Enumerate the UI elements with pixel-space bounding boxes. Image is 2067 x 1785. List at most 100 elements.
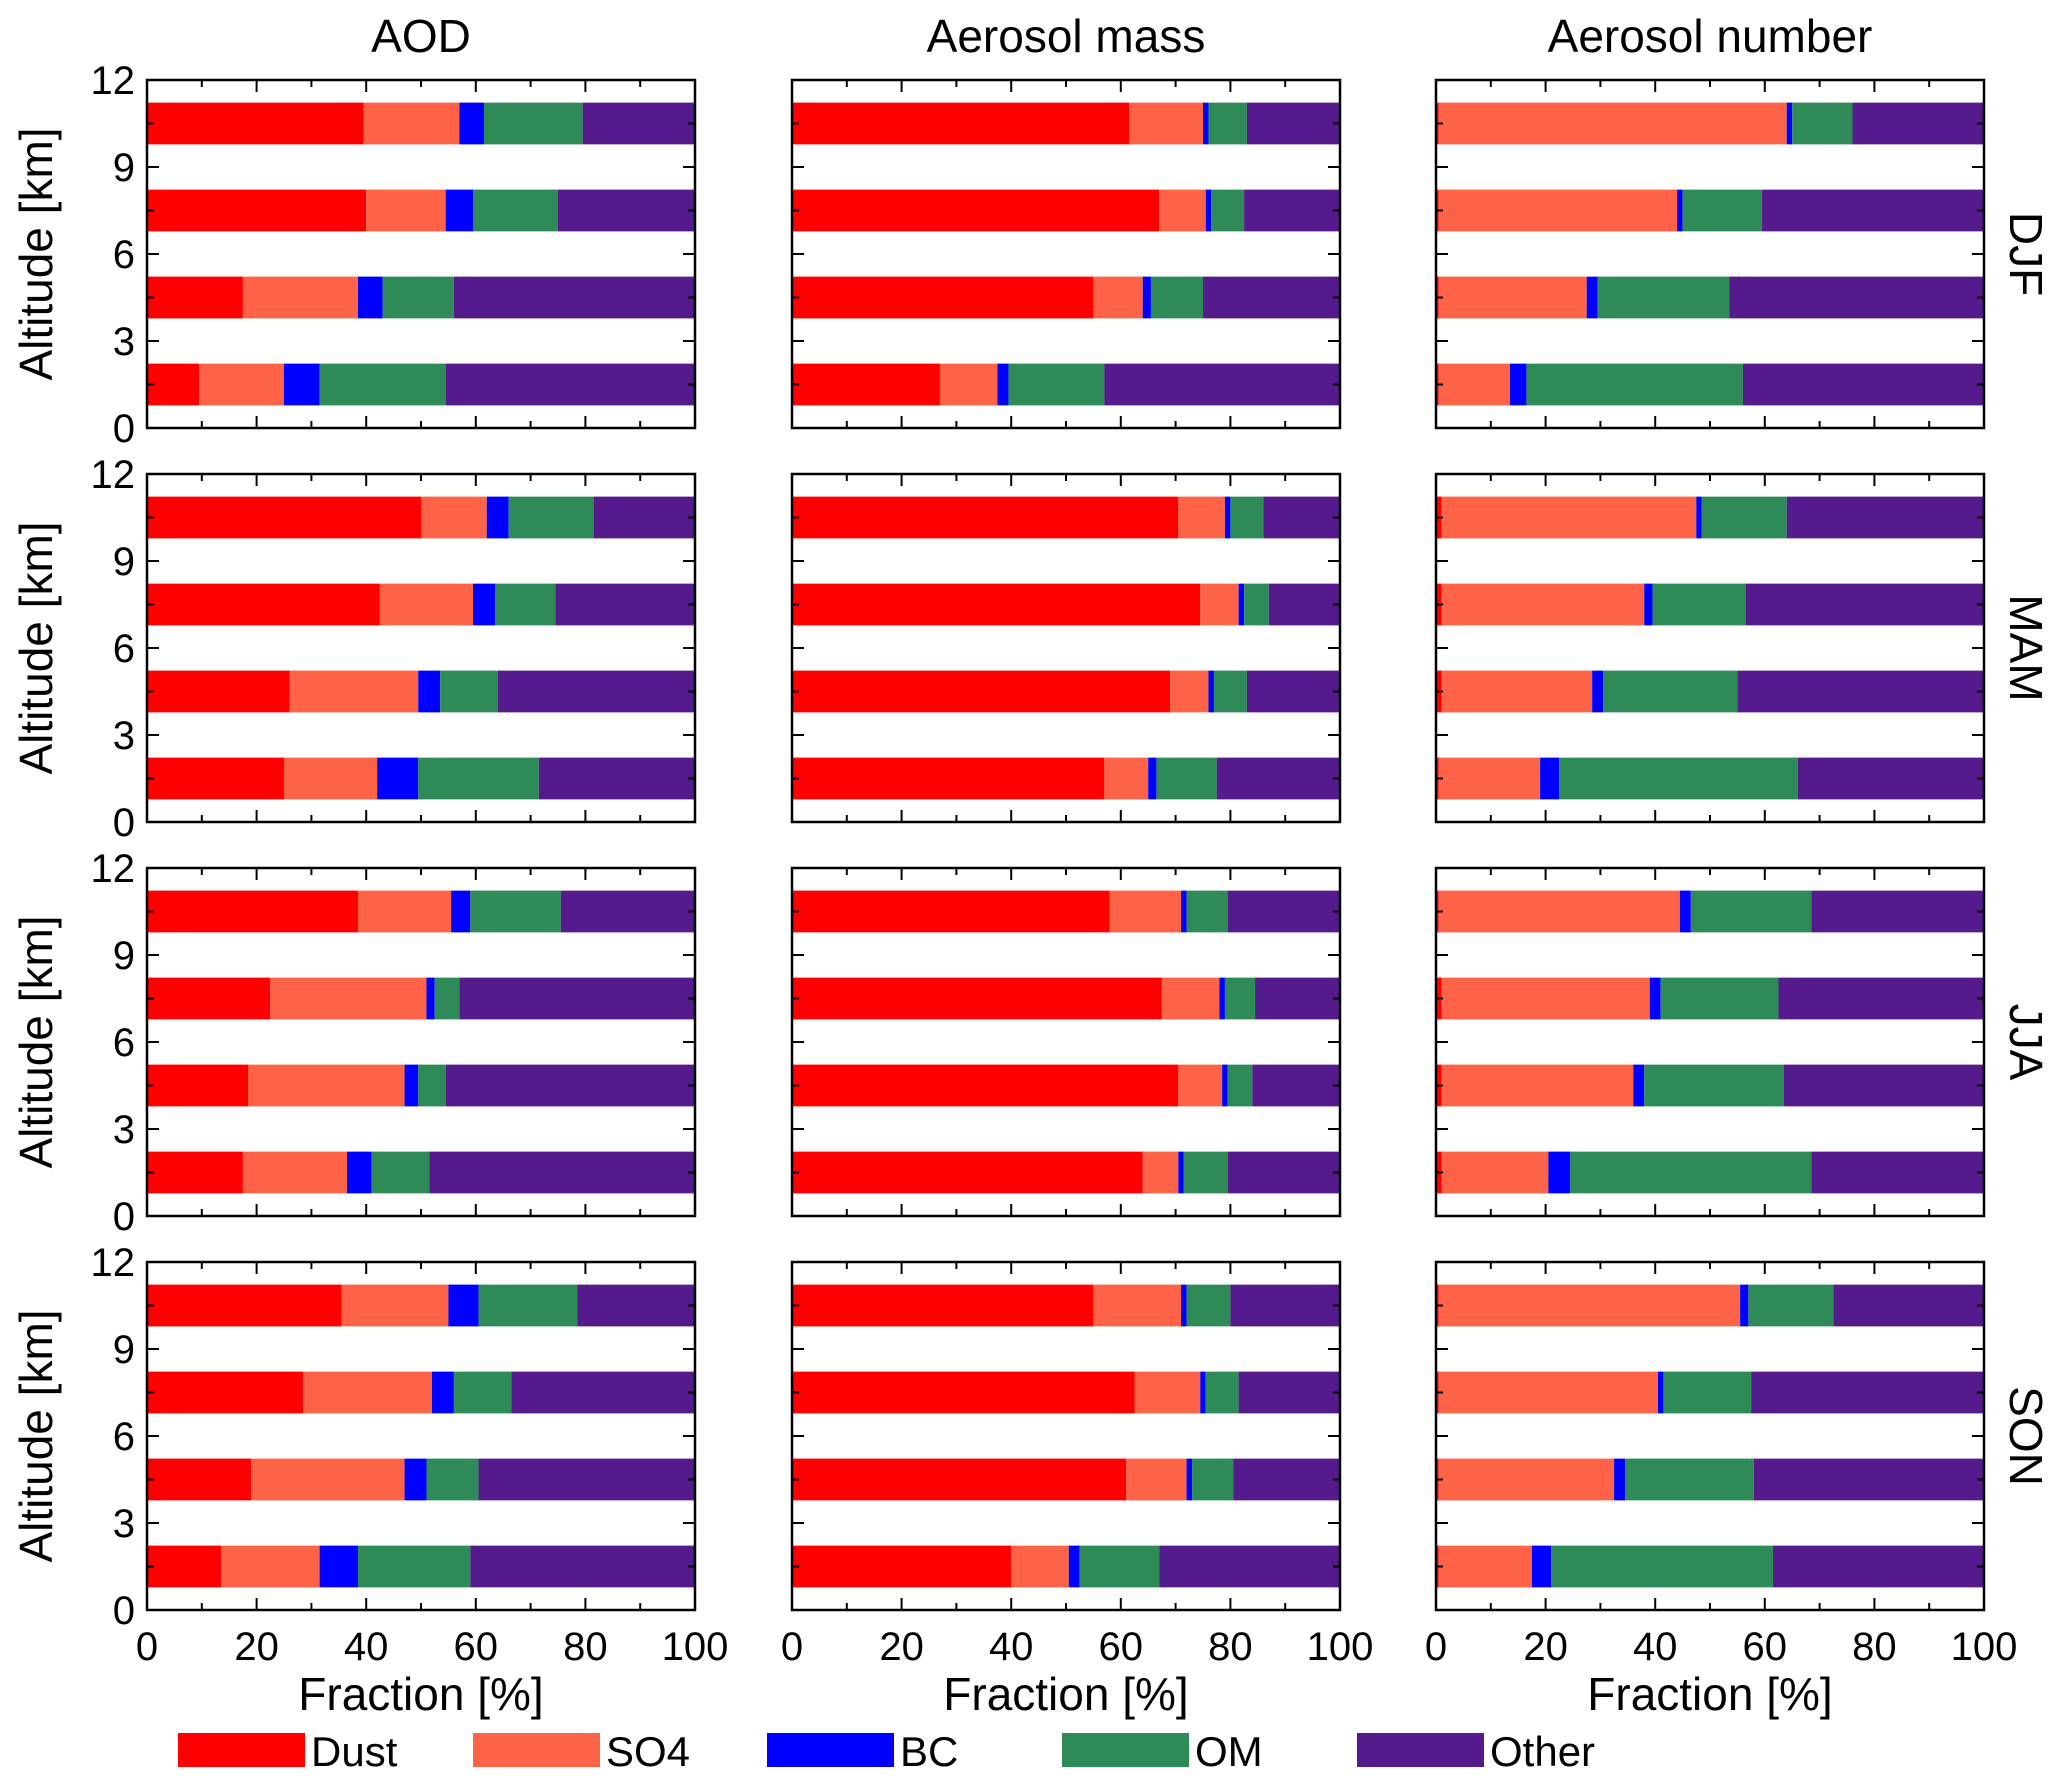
bar-segment-bc bbox=[1068, 1545, 1080, 1588]
bar-segment-bc bbox=[404, 1458, 427, 1501]
bar-segment-so4 bbox=[1109, 890, 1182, 933]
y-tick-label: 9 bbox=[113, 540, 135, 584]
bar-segment-so4 bbox=[1142, 1151, 1179, 1194]
bar-segment-om bbox=[1186, 890, 1228, 933]
bar-segment-so4 bbox=[220, 1545, 320, 1588]
bar-segment-om bbox=[1183, 1151, 1228, 1194]
bar-segment-other bbox=[1833, 1284, 1984, 1327]
bar-segment-dust bbox=[147, 977, 271, 1020]
column-title-aod: AOD bbox=[371, 10, 471, 62]
bar-segment-dust bbox=[792, 1284, 1094, 1327]
bar-segment-other bbox=[582, 102, 695, 145]
bar-segment-other bbox=[478, 1458, 695, 1501]
y-tick-label: 6 bbox=[113, 627, 135, 671]
bar-segment-bc bbox=[1203, 102, 1209, 145]
bar-segment-so4 bbox=[1178, 1064, 1223, 1107]
bar-segment-om bbox=[1652, 583, 1746, 626]
legend-label-other: Other bbox=[1490, 1728, 1595, 1775]
legend-swatch-om bbox=[1062, 1733, 1189, 1767]
bar-segment-other bbox=[1797, 757, 1984, 800]
bar-segment-om bbox=[1625, 1458, 1754, 1501]
bar-segment-om bbox=[418, 1064, 446, 1107]
x-tick-label: 60 bbox=[1099, 1625, 1144, 1669]
y-tick-label: 3 bbox=[113, 1502, 135, 1546]
bar-segment-dust bbox=[147, 757, 284, 800]
bar-segment-so4 bbox=[1134, 1371, 1201, 1414]
bar-segment-bc bbox=[1696, 496, 1702, 539]
bar-segment-bc bbox=[1200, 1371, 1206, 1414]
bar-segment-other bbox=[1729, 276, 1984, 319]
bar-segment-om bbox=[1213, 670, 1247, 713]
bar-segment-other bbox=[1255, 977, 1340, 1020]
bar-segment-other bbox=[1227, 1151, 1340, 1194]
bar-segment-other bbox=[1227, 890, 1340, 933]
bar-segment-dust bbox=[792, 276, 1094, 319]
bar-segment-bc bbox=[1219, 977, 1225, 1020]
bar-segment-bc bbox=[448, 1284, 479, 1327]
panel-son-aerosol-number: 0 20 40 60 80 100 Fraction [%] bbox=[1425, 1260, 2017, 1720]
bar-segment-other bbox=[1778, 977, 1984, 1020]
legend-label-dust: Dust bbox=[311, 1728, 398, 1775]
bar-segment-other bbox=[453, 276, 695, 319]
bar-segment-other bbox=[1811, 890, 1984, 933]
bar-segment-other bbox=[470, 1545, 695, 1588]
x-tick-label: 0 bbox=[136, 1625, 158, 1669]
bar-segment-other bbox=[1230, 1284, 1340, 1327]
bar-segment-bc bbox=[1540, 757, 1560, 800]
bar-segment-other bbox=[1104, 363, 1340, 406]
bar-segment-bc bbox=[319, 1545, 358, 1588]
legend-swatch-dust bbox=[178, 1733, 305, 1767]
bar-segment-other bbox=[1745, 583, 1984, 626]
bar-segment-other bbox=[1811, 1151, 1984, 1194]
bar-segment-dust bbox=[792, 890, 1110, 933]
bar-segment-dust bbox=[147, 890, 358, 933]
bar-segment-bc bbox=[451, 890, 471, 933]
y-tick-label: 9 bbox=[113, 146, 135, 190]
bar-segment-om bbox=[494, 583, 556, 626]
bar-segment-dust bbox=[792, 102, 1130, 145]
bar-segment-om bbox=[1792, 102, 1853, 145]
bar-segment-bc bbox=[1644, 583, 1653, 626]
bar-segment-bc bbox=[347, 1151, 372, 1194]
bar-segment-om bbox=[382, 276, 454, 319]
x-axis-label: Fraction [%] bbox=[1587, 1668, 1832, 1720]
legend-label-so4: SO4 bbox=[606, 1728, 690, 1775]
bar-segment-other bbox=[1751, 1371, 1984, 1414]
bar-segment-so4 bbox=[379, 583, 474, 626]
panel-djf-aerosol-number bbox=[1434, 78, 1986, 430]
panel-mam-aerosol-mass bbox=[790, 472, 1342, 824]
bar-segment-om bbox=[418, 757, 539, 800]
bar-segment-om bbox=[1644, 1064, 1784, 1107]
bar-segment-bc bbox=[445, 189, 474, 232]
y-tick-label: 9 bbox=[113, 1328, 135, 1372]
x-tick-label: 0 bbox=[1425, 1625, 1447, 1669]
bar-segment-so4 bbox=[303, 1371, 432, 1414]
bar-segment-other bbox=[1244, 189, 1340, 232]
bar-segment-bc bbox=[1222, 1064, 1228, 1107]
bar-segment-other bbox=[538, 757, 695, 800]
legend-swatch-bc bbox=[767, 1733, 894, 1767]
bar-segment-om bbox=[508, 496, 594, 539]
bar-segment-om bbox=[473, 189, 558, 232]
bar-segment-bc bbox=[1509, 363, 1527, 406]
bar-segment-other bbox=[1852, 102, 1984, 145]
bar-segment-bc bbox=[1548, 1151, 1571, 1194]
bar-segment-so4 bbox=[1093, 1284, 1182, 1327]
bar-segment-dust bbox=[792, 977, 1162, 1020]
bar-segment-om bbox=[426, 1458, 479, 1501]
column-title-aerosol-number: Aerosol number bbox=[1548, 10, 1873, 62]
x-tick-label: 80 bbox=[563, 1625, 608, 1669]
x-axis-label: Fraction [%] bbox=[943, 1668, 1188, 1720]
bar-segment-om bbox=[319, 363, 446, 406]
bar-segment-bc bbox=[1586, 276, 1598, 319]
panel-djf-aerosol-mass bbox=[790, 78, 1342, 430]
bar-segment-om bbox=[1192, 1458, 1234, 1501]
bar-segment-om bbox=[478, 1284, 578, 1327]
y-tick-label: 3 bbox=[113, 320, 135, 364]
bar-segment-other bbox=[1263, 496, 1340, 539]
bar-segment-so4 bbox=[1441, 496, 1697, 539]
bar-segment-other bbox=[1773, 1545, 1984, 1588]
bar-segment-other bbox=[511, 1371, 695, 1414]
bar-segment-om bbox=[1205, 1371, 1239, 1414]
